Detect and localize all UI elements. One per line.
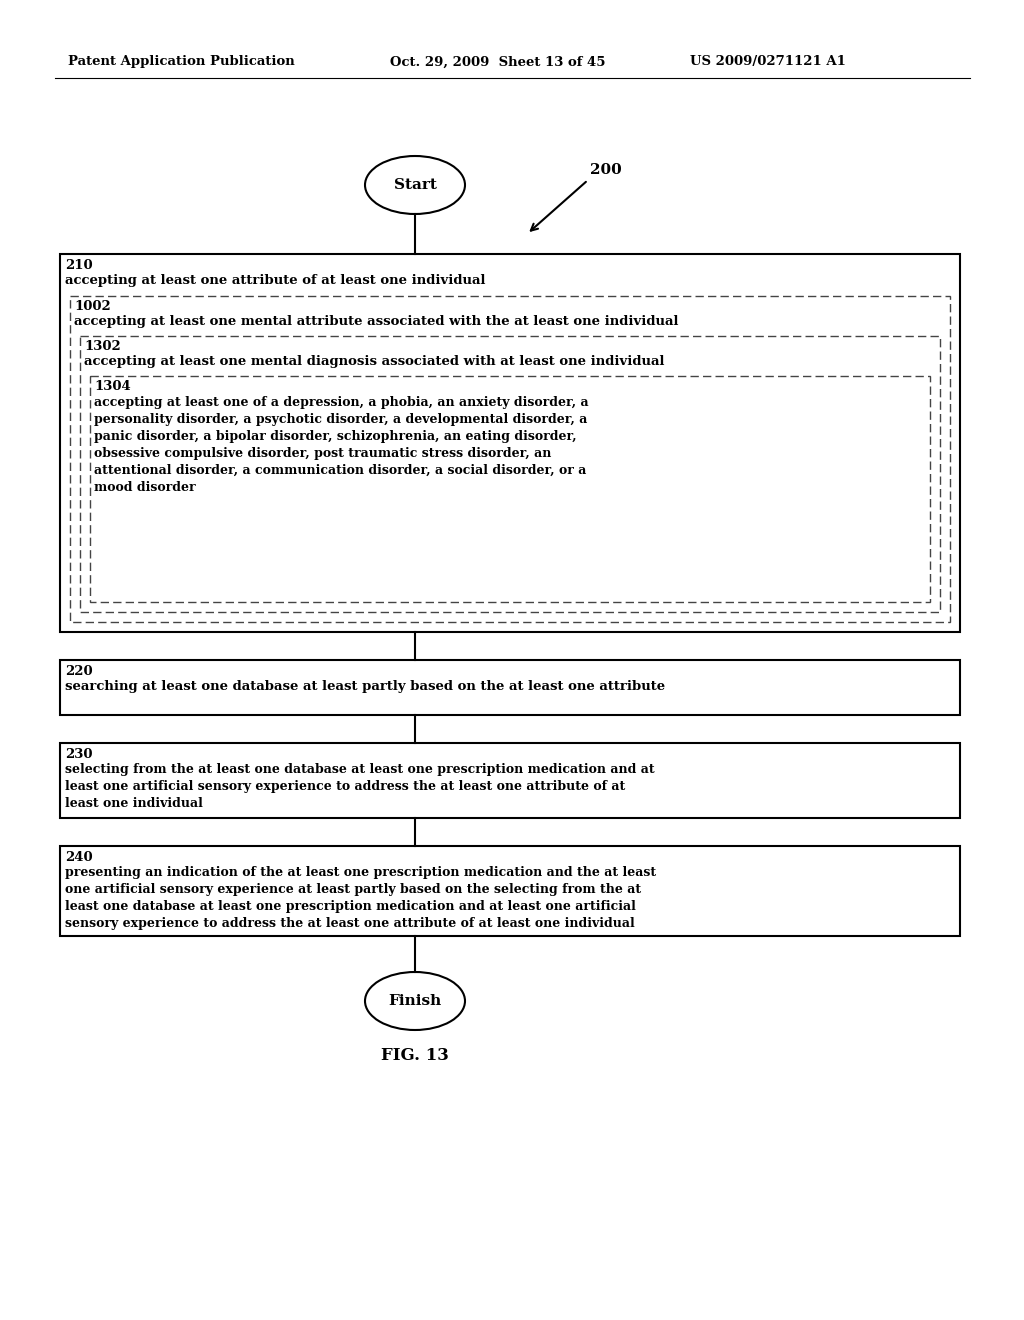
Bar [60, 660, 961, 715]
Text: accepting at least one attribute of at least one individual: accepting at least one attribute of at l… [65, 275, 485, 286]
Text: 1302: 1302 [84, 341, 121, 352]
Text: panic disorder, a bipolar disorder, schizophrenia, an eating disorder,: panic disorder, a bipolar disorder, schi… [94, 430, 577, 444]
Bar [80, 337, 940, 612]
Text: attentional disorder, a communication disorder, a social disorder, or a: attentional disorder, a communication di… [94, 465, 587, 477]
Text: accepting at least one of a depression, a phobia, an anxiety disorder, a: accepting at least one of a depression, … [94, 396, 589, 409]
Text: accepting at least one mental attribute associated with the at least one individ: accepting at least one mental attribute … [74, 315, 679, 327]
Text: sensory experience to address the at least one attribute of at least one individ: sensory experience to address the at lea… [65, 917, 635, 931]
Text: selecting from the at least one database at least one prescription medication an: selecting from the at least one database… [65, 763, 654, 776]
Bar [60, 253, 961, 632]
Text: one artificial sensory experience at least partly based on the selecting from th: one artificial sensory experience at lea… [65, 883, 641, 896]
Ellipse shape [365, 156, 465, 214]
Text: Patent Application Publication: Patent Application Publication [68, 55, 295, 69]
Text: 240: 240 [65, 851, 92, 865]
Bar [90, 376, 930, 602]
Text: 220: 220 [65, 665, 92, 678]
Bar [60, 846, 961, 936]
Bar [60, 743, 961, 818]
Text: US 2009/0271121 A1: US 2009/0271121 A1 [690, 55, 846, 69]
Text: least one artificial sensory experience to address the at least one attribute of: least one artificial sensory experience … [65, 780, 626, 793]
Text: Finish: Finish [388, 994, 441, 1008]
Text: least one database at least one prescription medication and at least one artific: least one database at least one prescrip… [65, 900, 636, 913]
Text: 210: 210 [65, 259, 92, 272]
Text: accepting at least one mental diagnosis associated with at least one individual: accepting at least one mental diagnosis … [84, 355, 665, 368]
Text: obsessive compulsive disorder, post traumatic stress disorder, an: obsessive compulsive disorder, post trau… [94, 447, 551, 459]
Text: Oct. 29, 2009  Sheet 13 of 45: Oct. 29, 2009 Sheet 13 of 45 [390, 55, 605, 69]
Text: searching at least one database at least partly based on the at least one attrib: searching at least one database at least… [65, 680, 666, 693]
Ellipse shape [365, 972, 465, 1030]
Text: 230: 230 [65, 748, 92, 762]
Text: Start: Start [393, 178, 436, 191]
Text: personality disorder, a psychotic disorder, a developmental disorder, a: personality disorder, a psychotic disord… [94, 413, 588, 426]
Text: least one individual: least one individual [65, 797, 203, 810]
Text: FIG. 13: FIG. 13 [381, 1048, 449, 1064]
Text: 1304: 1304 [94, 380, 131, 393]
Bar [70, 296, 950, 622]
Text: 200: 200 [590, 162, 622, 177]
Text: 1002: 1002 [74, 300, 111, 313]
Text: mood disorder: mood disorder [94, 480, 196, 494]
Text: presenting an indication of the at least one prescription medication and the at : presenting an indication of the at least… [65, 866, 656, 879]
